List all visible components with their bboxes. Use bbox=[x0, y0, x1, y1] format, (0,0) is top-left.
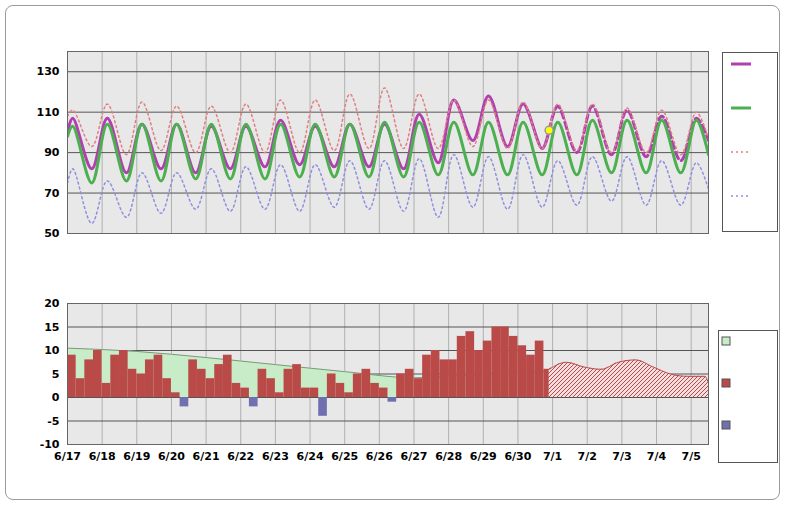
svg-text:130: 130 bbox=[37, 65, 60, 78]
svg-text:6/20: 6/20 bbox=[158, 450, 185, 463]
svg-text:7/2: 7/2 bbox=[578, 450, 597, 463]
svg-text:6/24: 6/24 bbox=[297, 450, 324, 463]
svg-text:6/27: 6/27 bbox=[400, 450, 427, 463]
svg-text:20: 20 bbox=[44, 297, 60, 310]
svg-text:7/3: 7/3 bbox=[612, 450, 631, 463]
svg-text:6/28: 6/28 bbox=[435, 450, 462, 463]
svg-text:6/30: 6/30 bbox=[504, 450, 531, 463]
svg-text:7/4: 7/4 bbox=[647, 450, 667, 463]
svg-text:-10: -10 bbox=[40, 438, 60, 451]
svg-text:6/25: 6/25 bbox=[331, 450, 358, 463]
svg-text:6/22: 6/22 bbox=[227, 450, 254, 463]
svg-text:6/21: 6/21 bbox=[193, 450, 220, 463]
svg-text:6/26: 6/26 bbox=[366, 450, 393, 463]
svg-text:0: 0 bbox=[52, 391, 60, 404]
svg-text:7/5: 7/5 bbox=[682, 450, 701, 463]
svg-text:5: 5 bbox=[52, 368, 60, 381]
svg-text:110: 110 bbox=[37, 106, 60, 119]
svg-text:6/18: 6/18 bbox=[89, 450, 116, 463]
svg-text:6/23: 6/23 bbox=[262, 450, 289, 463]
svg-text:10: 10 bbox=[44, 344, 60, 357]
svg-text:70: 70 bbox=[44, 187, 60, 200]
svg-text:6/19: 6/19 bbox=[123, 450, 150, 463]
svg-text:50: 50 bbox=[44, 227, 60, 240]
svg-text:-5: -5 bbox=[47, 415, 59, 428]
svg-text:6/17: 6/17 bbox=[54, 450, 81, 463]
svg-text:15: 15 bbox=[44, 321, 59, 334]
svg-text:7/1: 7/1 bbox=[543, 450, 562, 463]
svg-text:6/29: 6/29 bbox=[470, 450, 497, 463]
svg-text:90: 90 bbox=[44, 146, 60, 159]
